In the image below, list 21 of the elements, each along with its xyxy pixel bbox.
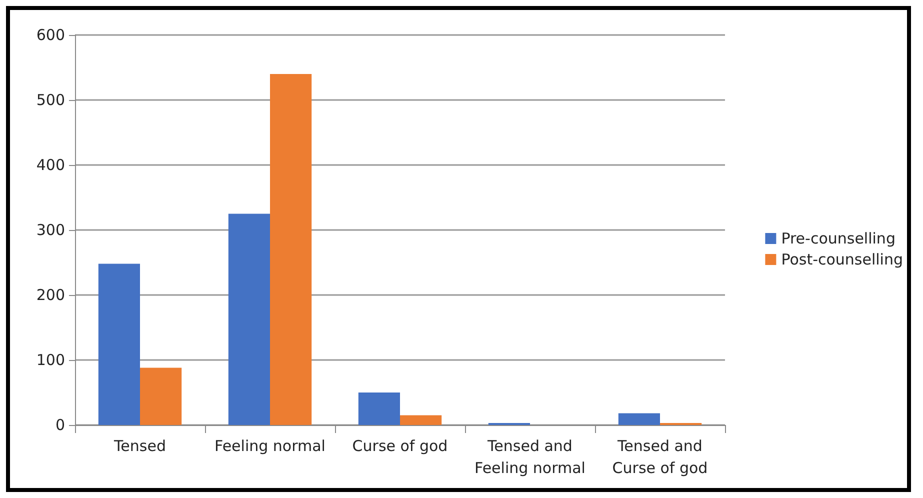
y-tick-label: 400 [36, 156, 65, 174]
y-tick-label: 300 [36, 221, 65, 239]
x-tick-label: Tensed and Curse of god [612, 437, 708, 477]
bar [98, 264, 140, 425]
x-tick-label: Curse of god [352, 437, 448, 455]
y-tick-label: 600 [36, 26, 65, 44]
bar [140, 368, 182, 425]
y-tick-label: 200 [36, 286, 65, 304]
y-tick-label: 500 [36, 91, 65, 109]
bar [228, 214, 270, 425]
bar [618, 413, 660, 425]
bar [358, 392, 400, 425]
legend-label: Pre-counselling [781, 230, 896, 248]
bar [400, 415, 442, 425]
x-tick-label: Feeling normal [214, 437, 326, 455]
legend-label: Post-counselling [781, 250, 904, 268]
y-tick-label: 0 [55, 416, 65, 434]
x-tick-label: Tensed and Feeling normal [474, 437, 586, 477]
y-tick-label: 100 [36, 351, 65, 369]
bar [270, 74, 312, 425]
x-tick-label: Tensed [113, 437, 166, 455]
